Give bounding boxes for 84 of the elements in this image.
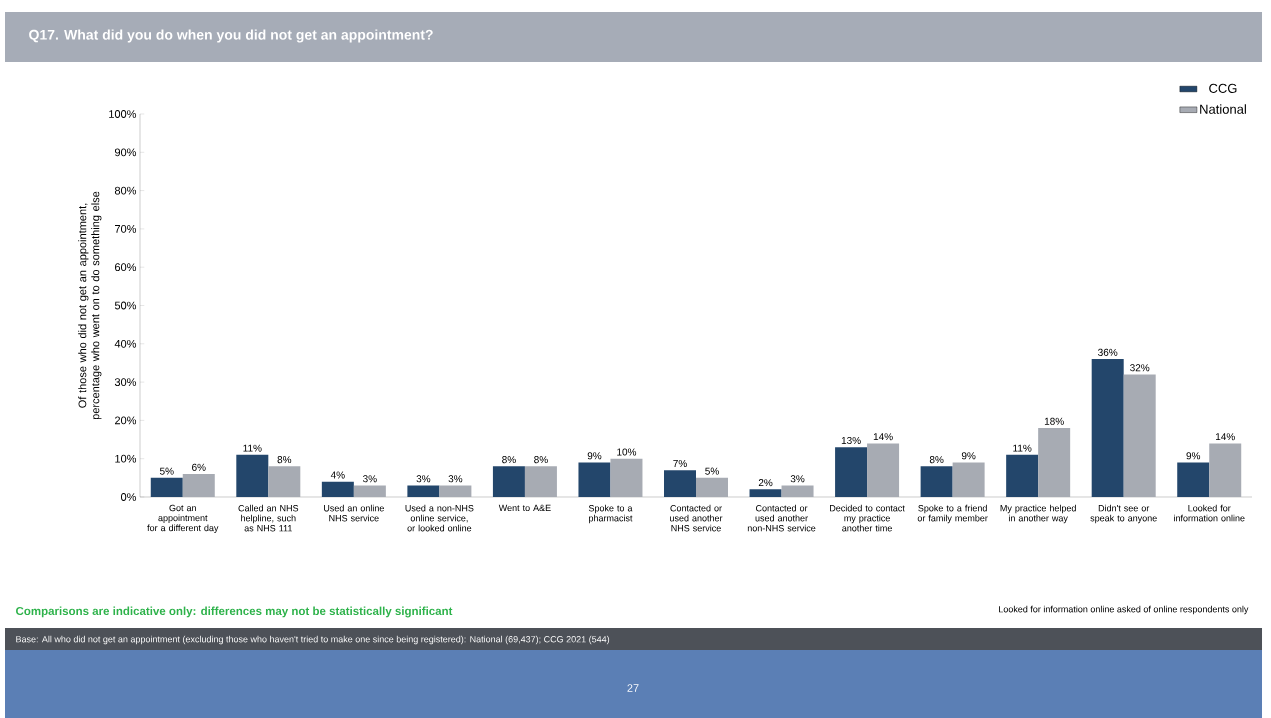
bar xyxy=(664,470,696,497)
y-tick-label: 90% xyxy=(114,148,137,157)
y-tick-label: 40% xyxy=(114,339,137,348)
x-tick-label: Used an online NHS service xyxy=(324,504,384,522)
x-tick-label: Contacted or used another non-NHS service xyxy=(747,504,816,532)
data-label: 13% xyxy=(841,436,861,444)
data-label: 3% xyxy=(416,475,431,483)
data-label: 14% xyxy=(1216,433,1235,441)
y-tick-label: 100% xyxy=(109,110,137,118)
bar xyxy=(150,477,183,497)
bar xyxy=(321,481,354,497)
data-label: 5% xyxy=(159,467,174,475)
data-label: 8% xyxy=(534,456,548,464)
x-tick-label: Contacted or used another NHS service xyxy=(670,504,723,532)
bar xyxy=(1006,454,1039,497)
x-tick-label: Got an appointment for a different day xyxy=(147,504,219,533)
x-tick-label: Used a non-NHS online service, or looked online xyxy=(405,504,474,532)
y-tick-label: 10% xyxy=(115,454,137,463)
bar xyxy=(920,466,953,497)
data-label: 36% xyxy=(1098,348,1118,356)
data-label: 4% xyxy=(330,471,345,479)
bar xyxy=(1123,374,1156,497)
bar xyxy=(578,462,611,497)
bar xyxy=(696,477,729,497)
bar xyxy=(268,466,301,497)
x-tick-label: Spoke to a pharmacist xyxy=(588,504,633,524)
y-tick-label: 0% xyxy=(121,493,137,501)
y-tick-label: 80% xyxy=(114,186,137,195)
data-label: 5% xyxy=(705,467,719,475)
legend-label: CCG xyxy=(1209,83,1237,93)
y-tick-label: 50% xyxy=(114,301,137,310)
text: Comparisons are indicative only: differences may not be statistically significant xyxy=(16,606,453,618)
legend-label: National xyxy=(1200,104,1246,114)
text: 27 xyxy=(627,684,639,692)
x-tick-label: Looked for information online xyxy=(1174,504,1245,522)
data-label: 10% xyxy=(617,448,637,456)
bar xyxy=(952,462,985,497)
y-tick-label: 70% xyxy=(115,225,137,233)
data-label: 2% xyxy=(758,479,773,487)
bar xyxy=(353,485,386,497)
y-tick-label: 20% xyxy=(115,416,137,425)
data-label: 11% xyxy=(243,444,262,452)
x-tick-label: Went to A&E xyxy=(498,504,551,512)
bar xyxy=(236,454,269,497)
x-tick-label: Didn't see or speak to anyone xyxy=(1090,504,1157,524)
data-label: 11% xyxy=(1013,444,1032,452)
text: Base: All who did not get an appointment (excluding those who haven't tried to make one since being registered): National (69,437); CCG 2021 (544) xyxy=(16,635,610,645)
data-label: 9% xyxy=(961,452,976,460)
text: Looked for information online asked of online respondents only xyxy=(999,605,1249,615)
data-label: 3% xyxy=(790,475,805,483)
y-tick-label: 30% xyxy=(114,378,137,386)
bar xyxy=(867,443,900,497)
bar xyxy=(407,485,440,497)
bar xyxy=(749,489,782,497)
x-tick-label: Called an NHS helpline, such as NHS 111 xyxy=(238,504,299,532)
x-tick-label: My practice helped in another way xyxy=(1000,504,1076,524)
data-label: 9% xyxy=(1186,452,1201,460)
data-label: 3% xyxy=(448,475,463,483)
data-label: 32% xyxy=(1130,364,1150,372)
data-label: 8% xyxy=(929,456,944,464)
bar xyxy=(1209,443,1242,497)
chart-title: Q17. What did you do when you did not get an appointment? xyxy=(29,29,433,43)
bar xyxy=(492,466,525,497)
data-label: 18% xyxy=(1044,417,1064,425)
bar xyxy=(1038,428,1071,497)
bar xyxy=(182,474,215,497)
bar xyxy=(610,458,643,497)
data-label: 14% xyxy=(873,433,893,441)
bar xyxy=(439,485,472,497)
x-tick-label: Spoke to a friend or family member xyxy=(917,504,988,524)
bar xyxy=(1177,462,1210,497)
data-label: 8% xyxy=(502,456,516,464)
data-label: 9% xyxy=(587,452,602,460)
y-axis-title: Of those who did not get an appointment, percentage who went on to do something else xyxy=(78,191,102,420)
data-label: 8% xyxy=(277,456,292,464)
bar xyxy=(1091,359,1124,497)
data-label: 7% xyxy=(673,459,687,467)
x-tick-label: Decided to contact my practice another time xyxy=(830,504,905,532)
bar xyxy=(835,447,868,497)
y-tick-label: 60% xyxy=(115,263,137,272)
bar xyxy=(524,466,557,497)
data-label: 3% xyxy=(363,475,377,483)
data-label: 6% xyxy=(192,463,206,471)
bar xyxy=(781,485,814,497)
